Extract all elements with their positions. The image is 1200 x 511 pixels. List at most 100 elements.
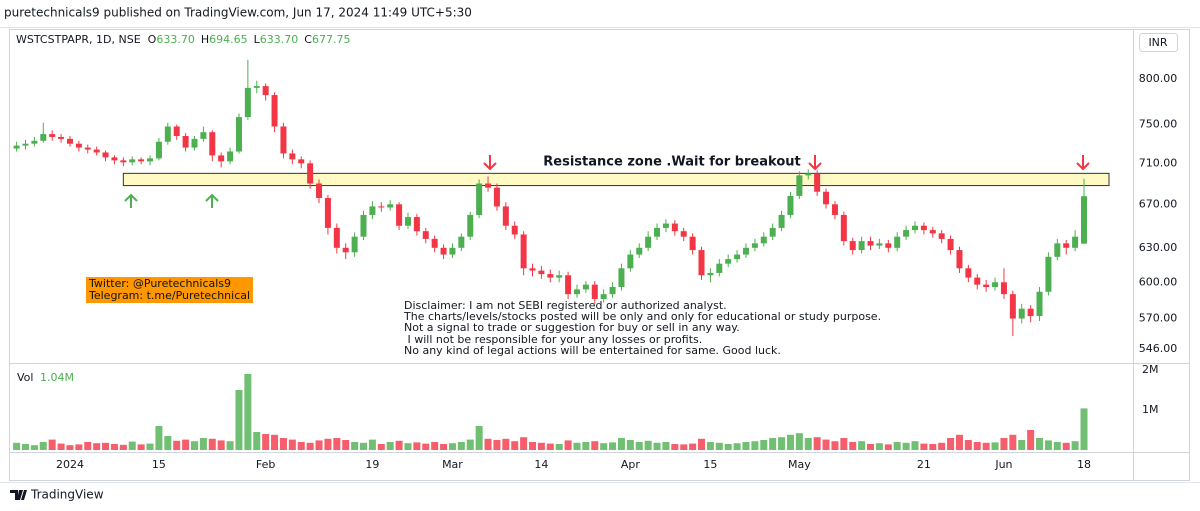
candle-body (413, 217, 420, 232)
volume-bar (377, 444, 385, 450)
volume-bar (21, 444, 29, 450)
candle-body (751, 243, 758, 248)
candle-body (965, 268, 972, 278)
volume-bar (262, 434, 270, 450)
candle-body (734, 254, 741, 260)
candle-body (929, 230, 936, 234)
volume-bar (182, 439, 190, 450)
x-tick-label: May (788, 458, 811, 471)
volume-bar (146, 443, 154, 450)
candle-body (351, 236, 358, 253)
candle-body (520, 234, 527, 269)
volume-bar (724, 444, 732, 450)
candle-body (974, 277, 981, 285)
volume-bar (297, 442, 305, 450)
candle-body (885, 243, 892, 248)
volume-bar (600, 443, 608, 450)
candle-body (645, 236, 652, 248)
candle-body (31, 140, 38, 144)
candle-body (769, 227, 776, 237)
volume-bar (671, 444, 679, 450)
volume-bar (617, 438, 625, 450)
volume-bar (128, 441, 136, 450)
volume-bar (706, 442, 714, 450)
volume-bar (288, 439, 296, 450)
candle-body (93, 149, 100, 153)
volume-bar (867, 444, 875, 450)
candle-body (636, 247, 643, 255)
volume-bar (119, 444, 127, 450)
volume-bar (217, 440, 225, 450)
candle-body (280, 126, 287, 154)
candle-body (609, 287, 616, 295)
y-tick-label: 600.00 (1139, 275, 1178, 288)
volume-bar (573, 442, 581, 450)
candle-body (431, 238, 438, 248)
ohlc-label: O (147, 33, 157, 46)
candle-body (618, 268, 625, 288)
candle-body (102, 152, 109, 158)
volume-bar (271, 434, 279, 450)
volume-bar (715, 442, 723, 450)
candle-body (1036, 291, 1043, 317)
candle-body (244, 87, 251, 118)
candle-body (805, 173, 812, 176)
volume-bar (591, 441, 599, 450)
candle-body (1027, 308, 1034, 317)
volume-bar (858, 441, 866, 450)
candle-body (956, 250, 963, 269)
volume-bar (39, 442, 47, 450)
volume-bar (333, 438, 341, 450)
candle-body (467, 214, 474, 237)
volume-bar (786, 434, 794, 450)
candle-body (760, 236, 767, 244)
up-arrow (205, 193, 219, 208)
candle-body (778, 214, 785, 228)
candle-body (538, 270, 545, 275)
volume-bar (102, 442, 110, 450)
volume-bar (964, 440, 972, 450)
candle-body (903, 230, 910, 237)
candle-body (502, 206, 509, 226)
y-tick-label: 800.00 (1139, 72, 1178, 85)
volume-bar (13, 442, 21, 450)
candle-body (333, 227, 340, 248)
down-arrow (483, 155, 497, 171)
candle-body (876, 243, 883, 246)
symbol: WSTCSTPAPR, 1D, NSE (16, 33, 141, 46)
volume-bar (849, 442, 857, 450)
volume-tick-label: 1M (1142, 403, 1159, 416)
candle-body (867, 241, 874, 246)
ohlc: O633.70 H694.65 L633.70 C677.75 (148, 33, 357, 46)
volume-bar (769, 438, 777, 450)
volume-bar (1053, 442, 1061, 450)
volume-bar (1036, 438, 1044, 450)
ohlc-label: C (304, 33, 312, 46)
candle-body (858, 241, 865, 251)
x-tick-label: 15 (703, 458, 717, 471)
candle-body (493, 187, 500, 207)
candle-body (387, 204, 394, 208)
volume-bar (173, 440, 181, 450)
y-tick-label: 750.00 (1139, 118, 1178, 131)
candle-body (253, 86, 260, 88)
annotation: Resistance zone .Wait for breakout (543, 155, 800, 170)
candle-body (209, 132, 216, 156)
candle-body (298, 159, 305, 164)
candle-body (716, 263, 723, 273)
volume-bar (920, 443, 928, 450)
volume-bar (368, 439, 376, 450)
volume-bar (813, 437, 821, 450)
candle-body (1063, 243, 1070, 248)
up-arrow (124, 193, 138, 208)
candle-body (40, 134, 47, 141)
volume-bar (911, 441, 919, 450)
candle-body (680, 231, 687, 237)
candle-body (111, 157, 118, 161)
candle-body (316, 183, 323, 199)
x-tick-label: 14 (534, 458, 548, 471)
volume-bar (395, 440, 403, 450)
x-tick-label: 15 (152, 458, 166, 471)
candle-body (1081, 196, 1087, 244)
